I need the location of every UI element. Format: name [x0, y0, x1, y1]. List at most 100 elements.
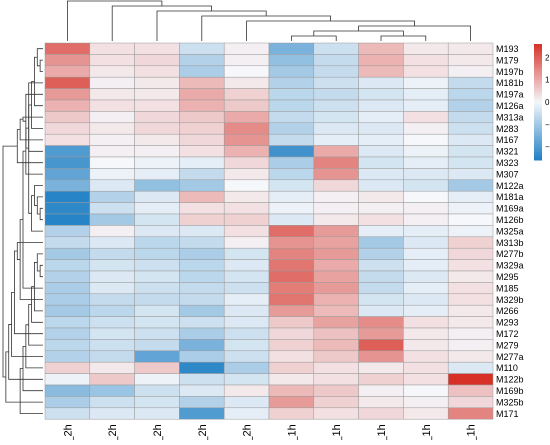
dendrogram-branch	[39, 207, 43, 221]
heatmap-cell	[134, 327, 180, 340]
heatmap-cell	[89, 361, 135, 374]
row-label: M185	[496, 283, 519, 293]
heatmap-cell	[403, 88, 449, 101]
heatmap-cell	[358, 145, 404, 158]
color-legend: 2 1 0 −1 −2	[534, 44, 550, 161]
heatmap-cell	[179, 247, 225, 260]
heatmap-cell	[44, 99, 91, 112]
heatmap-cell	[223, 293, 270, 306]
heatmap-cell	[134, 247, 180, 260]
heatmap-cell	[44, 396, 91, 409]
row-label: M313a	[496, 112, 524, 122]
heatmap-cell	[44, 202, 91, 215]
heatmap-cell	[89, 339, 135, 352]
dendrogram-branch	[19, 368, 43, 414]
heatmap-cell	[44, 111, 91, 124]
heatmap-cell	[447, 133, 494, 146]
colorbar-segment	[534, 66, 542, 69]
heatmap-cell	[313, 76, 359, 89]
row-label: M197a	[496, 90, 524, 100]
heatmap-cell	[44, 225, 91, 238]
row-label: M181a	[496, 192, 524, 202]
heatmap-cell	[313, 236, 359, 249]
colorbar-segment	[534, 98, 542, 101]
heatmap-cell	[268, 236, 315, 249]
heatmap-cell	[223, 202, 270, 215]
heatmap-cell	[44, 76, 91, 89]
heatmap-cell	[89, 65, 135, 78]
heatmap-cell	[358, 327, 404, 340]
heatmap-cell	[44, 270, 91, 283]
heatmap-cell	[134, 99, 180, 112]
dendrogram-branch	[16, 242, 43, 260]
heatmap-cell	[313, 54, 359, 67]
column-label: T_1h	[331, 424, 343, 440]
heatmap-cell	[313, 133, 359, 146]
heatmap-cell	[134, 213, 180, 226]
colorbar-segment	[534, 142, 542, 145]
heatmap-cell	[89, 259, 135, 272]
heatmap-cell	[268, 145, 315, 158]
heatmap-cell	[447, 202, 494, 215]
heatmap-cell	[358, 99, 404, 112]
heatmap-cell	[268, 304, 315, 317]
row-label: M325b	[496, 397, 524, 407]
heatmap-cell	[268, 122, 315, 135]
heatmap-cell	[268, 88, 315, 101]
heatmap-cell	[358, 190, 404, 203]
heatmap-cell	[268, 225, 315, 238]
heatmap-cell	[223, 76, 270, 89]
heatmap-cell	[134, 293, 180, 306]
heatmap-cell	[89, 316, 135, 329]
column-labels: PS_2h PHR_2h PET_2h PVC_2h T_2h PVC_1h T_1h PS_…	[62, 424, 477, 445]
heatmap-cell	[89, 270, 135, 283]
row-label: M179	[496, 55, 519, 65]
heatmap-cell	[268, 156, 315, 169]
row-label: M110	[496, 363, 518, 373]
colorbar-segment	[534, 92, 542, 95]
heatmap-cell	[134, 407, 180, 420]
heatmap-cell	[223, 270, 270, 283]
colorbar-segment	[534, 58, 542, 61]
colorbar-segment	[534, 154, 542, 157]
heatmap-cell	[44, 168, 91, 181]
colorbar-segment	[534, 106, 542, 109]
heatmap-cell	[89, 111, 135, 124]
heatmap-cell	[44, 327, 91, 340]
heatmap-cell	[313, 156, 359, 169]
heatmap-cell	[223, 88, 270, 101]
colorbar-segment	[534, 152, 542, 155]
colorbar-segment	[534, 90, 542, 93]
heatmap-cell	[134, 316, 180, 329]
colorbar-segment	[534, 144, 542, 147]
heatmap-cell	[403, 225, 449, 238]
heatmap-cell	[268, 133, 315, 146]
heatmap-cell	[134, 339, 180, 352]
heatmap-cell	[313, 179, 359, 192]
heatmap-cell	[403, 304, 449, 317]
row-label: M295	[496, 272, 519, 282]
heatmap-cell	[179, 304, 225, 317]
heatmap-cell	[44, 42, 91, 55]
heatmap-cell	[358, 42, 404, 55]
colorbar-segment	[534, 62, 542, 65]
colorbar-segment	[534, 122, 542, 125]
heatmap-cell	[447, 190, 494, 203]
heatmap-cell	[268, 316, 315, 329]
heatmap-cell	[447, 304, 494, 317]
heatmap-cell	[89, 350, 135, 363]
heatmap-cell	[134, 54, 180, 67]
heatmap-cell	[223, 42, 270, 55]
heatmap-cell	[268, 384, 315, 397]
heatmap-cell	[134, 236, 180, 249]
heatmap-cell	[403, 122, 449, 135]
heatmap-cell	[134, 168, 180, 181]
heatmap-cell	[358, 54, 404, 67]
heatmap-cell	[268, 190, 315, 203]
heatmap-cell	[447, 259, 494, 272]
heatmap-cell	[179, 156, 225, 169]
heatmap-cell	[134, 111, 180, 124]
heatmap-cell	[403, 270, 449, 283]
heatmap-cell	[313, 111, 359, 124]
